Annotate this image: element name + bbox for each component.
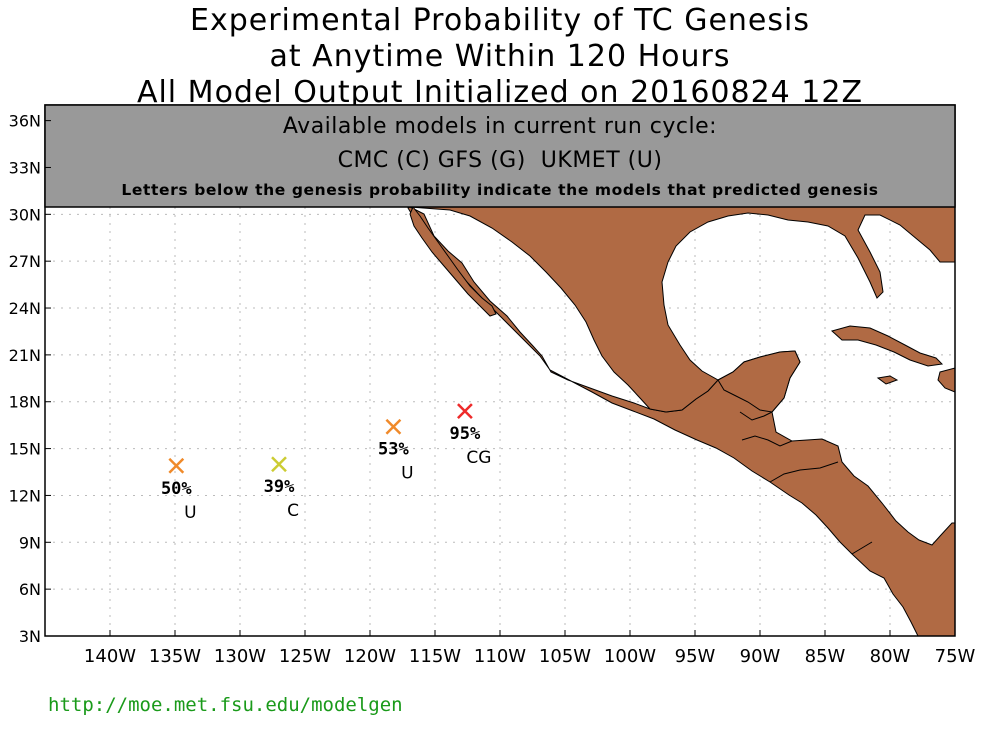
genesis-x-marker-icon [271,456,287,473]
land-cuba [830,325,944,367]
lat-tick-label: 36N [9,112,41,131]
genesis-point: 39% C [264,456,299,521]
source-url-link[interactable]: http://moe.met.fsu.edu/modelgen [48,694,403,716]
genesis-x-marker-icon [457,403,473,419]
genesis-models-label: U [184,503,196,523]
map-title-line-2: at Anytime Within 120 Hours [269,39,731,74]
lon-tick-label: 130W [214,646,266,667]
lon-tick-label: 140W [84,646,136,667]
lat-tick-label: 24N [9,299,41,318]
lat-tick-label: 27N [9,252,41,271]
genesis-point: 53% U [378,418,414,484]
axis-ticks: 140W 135W 130W 125W 120W 115W 110W 105W 100W 95W 9… [9,112,976,667]
map-title-line-1: Experimental Probability of TC Genesis [190,3,810,38]
banner-line-3: Letters below the genesis probability in… [121,181,878,199]
land-jamaica [876,375,899,385]
genesis-probability-label: 39% [264,477,295,497]
lat-tick-label: 15N [9,440,41,459]
genesis-probability-label: 50% [161,479,192,499]
lon-tick-label: 125W [279,646,331,667]
genesis-models-label: C [287,501,299,521]
land-masses [407,206,956,637]
lon-tick-label: 120W [344,646,396,667]
lat-tick-label: 21N [9,346,41,365]
genesis-points: 50% U 39% C 53% U 95% CG [161,403,491,523]
lat-tick-label: 9N [19,533,41,552]
banner-line-2: CMC (C) GFS (G) UKMET (U) [338,148,663,173]
lat-tick-label: 33N [9,158,41,177]
genesis-models-label: U [401,464,413,484]
map-title-line-3: All Model Output Initialized on 20160824… [136,75,864,110]
land-yucatan [717,350,801,413]
genesis-probability-label: 53% [378,440,409,460]
genesis-x-marker-icon [168,457,185,474]
country-borders [739,411,873,555]
genesis-probability-label: 95% [450,424,481,444]
lon-tick-label: 110W [474,646,526,667]
lat-tick-label: 12N [9,486,41,505]
lat-lon-grid [45,207,955,636]
genesis-x-marker-icon [385,418,402,435]
land-baja-california [409,206,497,317]
genesis-models-label: CG [466,448,491,468]
land-hispaniola [937,367,956,393]
genesis-point: 50% U [161,457,197,523]
model-banner: Available models in current run cycle: C… [44,104,956,208]
lon-tick-label: 135W [149,646,201,667]
banner-line-1: Available models in current run cycle: [283,114,717,139]
lon-tick-label: 115W [409,646,461,667]
lon-tick-label: 75W [935,646,976,667]
lon-tick-label: 90W [740,646,781,667]
lat-tick-label: 3N [19,627,41,646]
land-north-america [407,206,956,637]
lat-tick-label: 6N [19,580,41,599]
lon-tick-label: 100W [604,646,656,667]
genesis-point: 95% CG [450,403,491,468]
lat-tick-label: 30N [9,205,41,224]
land-us-gulf-coast [409,206,956,413]
lat-tick-label: 18N [9,393,41,412]
lon-tick-label: 105W [539,646,591,667]
lon-tick-label: 85W [805,646,846,667]
lon-tick-label: 95W [675,646,716,667]
lon-tick-label: 80W [870,646,911,667]
